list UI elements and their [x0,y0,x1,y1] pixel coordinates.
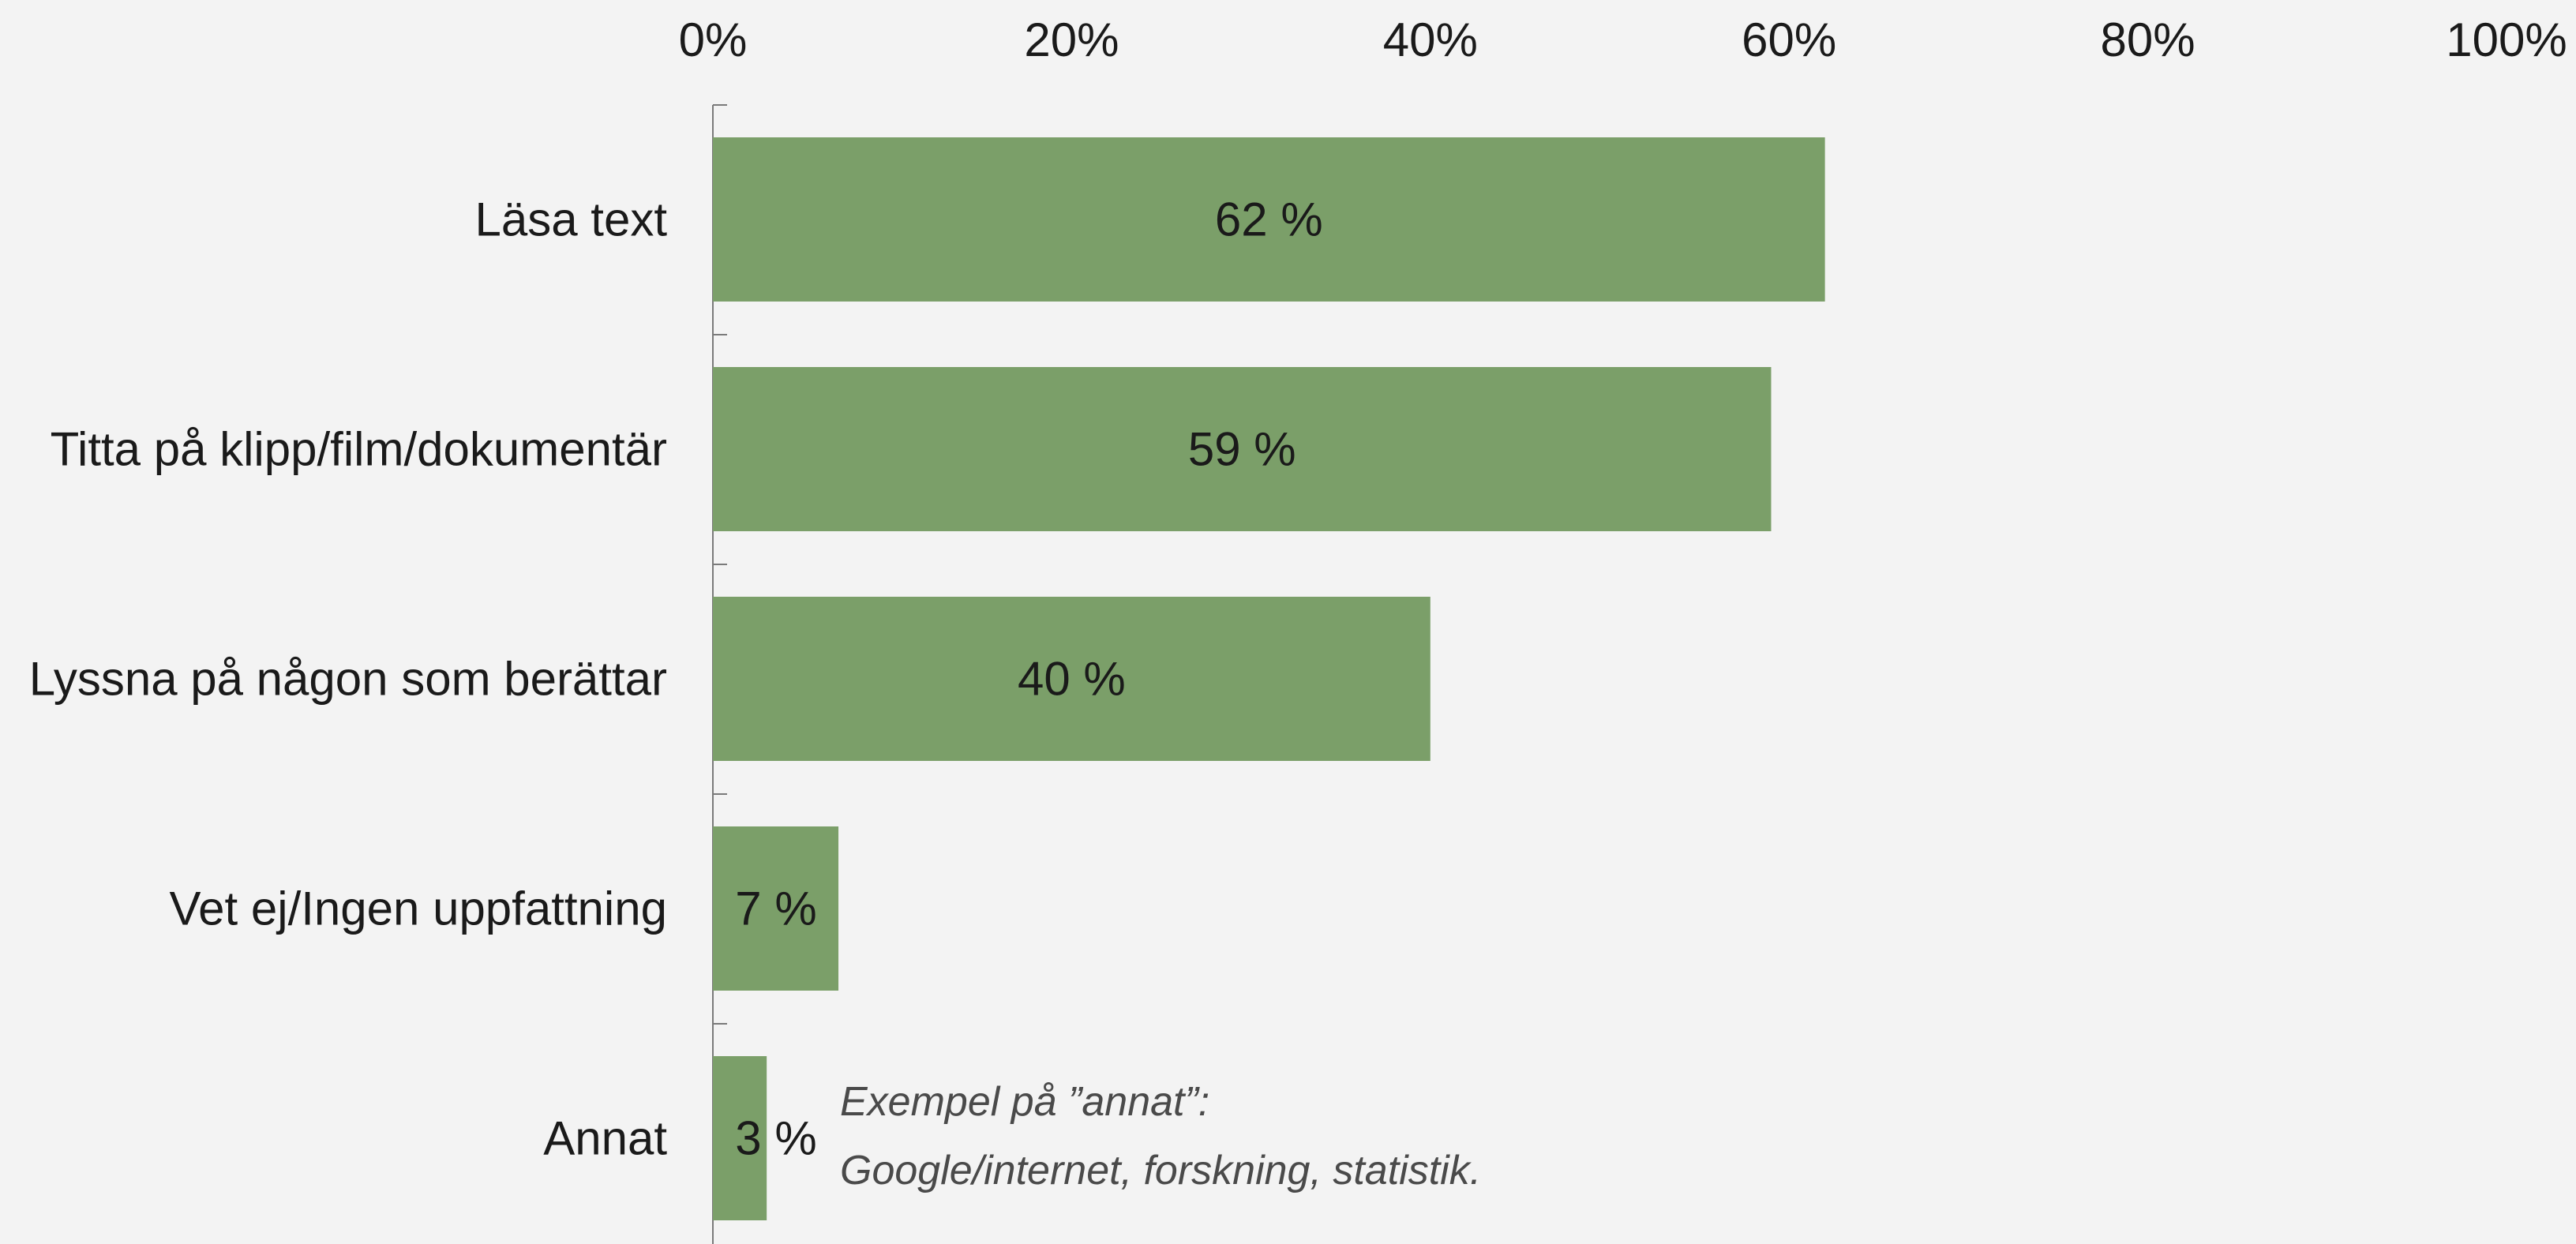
data-label: 40 % [1018,653,1126,706]
x-axis-ticks: 0% 20% 40% 60% 80% 100% [679,13,2567,66]
bar [713,826,839,991]
data-label: 7 % [735,882,816,935]
x-tick-label: 0% [679,13,748,66]
category-label: Titta på klipp/film/dokumentär [51,423,667,476]
x-tick-label: 60% [1742,13,1836,66]
bar [713,1056,767,1220]
bar [713,597,1430,761]
x-tick-label: 40% [1383,13,1478,66]
x-tick-label: 80% [2101,13,2195,66]
bar [713,367,1772,531]
x-tick-label: 20% [1024,13,1119,66]
annotation-line-2: Google/internet, forskning, statistik. [840,1148,1481,1193]
data-label: 3 % [735,1112,816,1165]
category-label: Läsa text [475,193,668,246]
bar [713,137,1825,302]
data-label: 62 % [1215,193,1323,246]
data-label: 59 % [1188,423,1296,476]
bars: Läsa text 62 % Titta på klipp/film/dokumen… [29,104,1825,1220]
category-label: Vet ej/Ingen uppfattning [169,882,667,935]
annotation-line-1: Exempel på ”annat”: [840,1079,1209,1125]
category-label: Lyssna på någon som berättar [29,653,667,706]
category-label: Annat [543,1112,667,1165]
x-tick-label: 100% [2446,13,2567,66]
